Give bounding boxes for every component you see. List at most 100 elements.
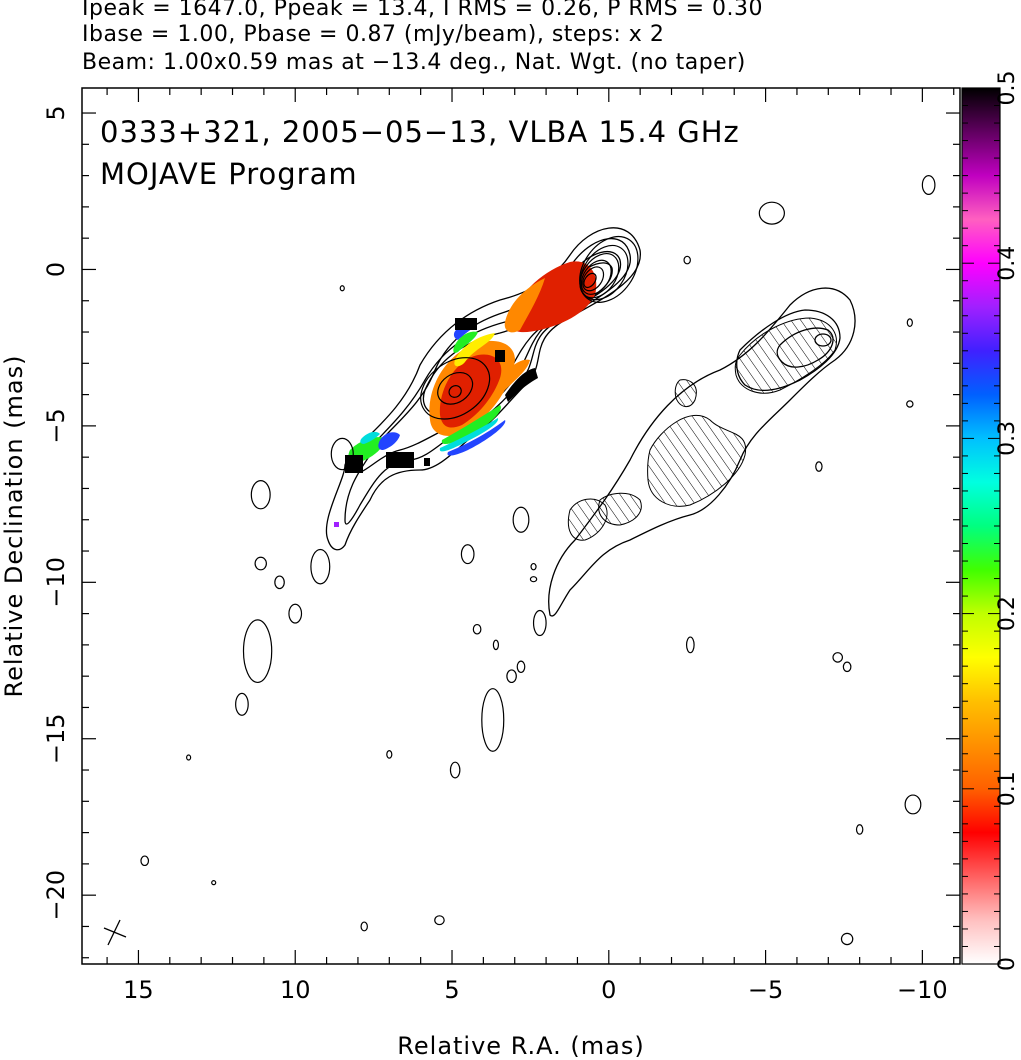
header-beam-line: Beam: 1.00x0.59 mas at −13.4 deg., Nat. … [82,50,746,75]
x-axis-ticks: 15 10 5 0 −5 −10 [106,88,955,1004]
noise-contour [683,255,691,265]
noise-contour [434,915,445,926]
noise-contour [460,544,475,565]
colorbar-tick-label: 0 [995,957,1020,971]
program-annotation: MOJAVE Program [100,157,358,191]
y-axis-ticks: 5 0 −5 −10 −15 −20 [42,105,960,959]
noise-contour [235,692,249,716]
noise-contour [472,623,482,635]
noise-contour [492,639,500,651]
jet-contour-ring [579,253,620,299]
noise-contour [906,318,913,327]
noise-contour [906,400,914,408]
noise-contour [832,652,844,663]
header-base-line: Ibase = 1.00, Pbase = 0.87 (mJy/beam), s… [82,22,665,47]
colorbar-tick-label: 0.4 [995,246,1020,281]
colorbar-tick-label: 0.1 [995,771,1020,806]
noise-contour [758,201,785,225]
plot-frame [81,87,961,965]
header-peak-line: Ipeak = 1647.0, Ppeak = 13.4, I RMS = 0.… [82,0,763,21]
colorbar-ticks: 0 0.1 0.2 0.3 0.4 0.5 [962,71,1020,971]
noise-contour [449,761,461,779]
fpol-knot-green-upper [453,331,478,353]
noise-contour [288,603,303,624]
y-tick-label: 0 [42,262,70,277]
beam-minor-axis [103,927,127,938]
hatched-region-lower [567,498,608,541]
noise-contour [254,556,267,571]
noise-contour [842,661,852,673]
noise-contour [530,562,537,571]
fpol-core-region [509,261,597,333]
jet-contour-ring [582,266,605,292]
noise-contour-group [140,175,936,946]
noise-contour [506,669,517,684]
noise-contour [904,794,922,815]
noise-contour [529,576,538,583]
noise-contour [386,750,393,759]
fpol-outer-knot-cyan [360,431,380,444]
noise-contour [685,636,695,654]
jet-contour-ring [583,272,597,289]
noise-contour [330,437,354,471]
fpol-knot-green [441,405,501,445]
noise-contour [274,575,285,590]
y-tick-label: −15 [42,713,70,764]
fpol-black-pixel-4 [386,452,414,468]
x-axis-label: Relative R.A. (mas) [397,1032,644,1060]
fpol-orange-right [499,359,530,391]
hatched-region-lower-2 [598,492,642,526]
noise-contour [840,932,854,946]
colorbar-tick-label: 0.2 [995,596,1020,631]
y-tick-label: 5 [42,105,70,120]
colorbar-gradient [961,87,1001,965]
noise-contour [186,754,192,761]
pol-jet-outer-contour [548,287,856,617]
noise-contour [532,609,547,637]
y-tick-label: −10 [42,557,70,608]
fpol-black-pixel-5 [424,458,430,466]
x-tick-label: −5 [748,976,783,1004]
jet-contour-ring [420,357,491,420]
noise-contour [516,660,526,674]
beam-symbol [103,919,127,946]
noise-contour [250,480,271,510]
x-tick-label: 10 [280,976,311,1004]
noise-contour [512,506,530,533]
x-tick-label: 0 [601,976,616,1004]
noise-contour [339,285,345,292]
x-tick-label: 5 [444,976,459,1004]
jet-contour-ring [448,385,462,398]
fpol-lower-edge-blue [447,420,506,456]
noise-contour [481,688,505,752]
hatched-region-mid [647,414,747,507]
jet-contour-ring [580,259,612,295]
x-tick-label: −10 [897,976,948,1004]
colorbar-tick-label: 0.5 [995,71,1020,106]
y-axis-label: Relative Declination (mas) [0,354,28,697]
fpol-core-edge [504,278,545,333]
noise-contour [360,921,368,932]
noise-contour [815,461,823,472]
jet-image-layer [103,175,936,946]
fpol-purple-pixel [334,522,339,527]
fpol-outer-knot-blue [378,432,400,450]
noise-contour [855,824,864,835]
plot-area [81,87,961,965]
noise-contour [211,880,217,886]
y-tick-label: −20 [42,870,70,921]
hatched-region-upper [674,379,697,407]
jet-contour-ring [579,236,639,303]
x-tick-label: 15 [123,976,154,1004]
fpol-black-lower [505,368,538,402]
fpol-black-pixel-1 [455,318,477,330]
colorbar: 0 0.1 0.2 0.3 0.4 0.5 [961,71,1020,971]
fpol-black-pixel-2 [495,350,505,362]
hatched-region-core [734,317,837,394]
y-tick-label: −5 [42,408,70,443]
jet-contour-ring [437,371,474,405]
fpol-knot-cyan [439,418,499,452]
source-annotation: 0333+321, 2005−05−13, VLBA 15.4 GHz [100,115,740,149]
noise-contour [921,175,936,195]
